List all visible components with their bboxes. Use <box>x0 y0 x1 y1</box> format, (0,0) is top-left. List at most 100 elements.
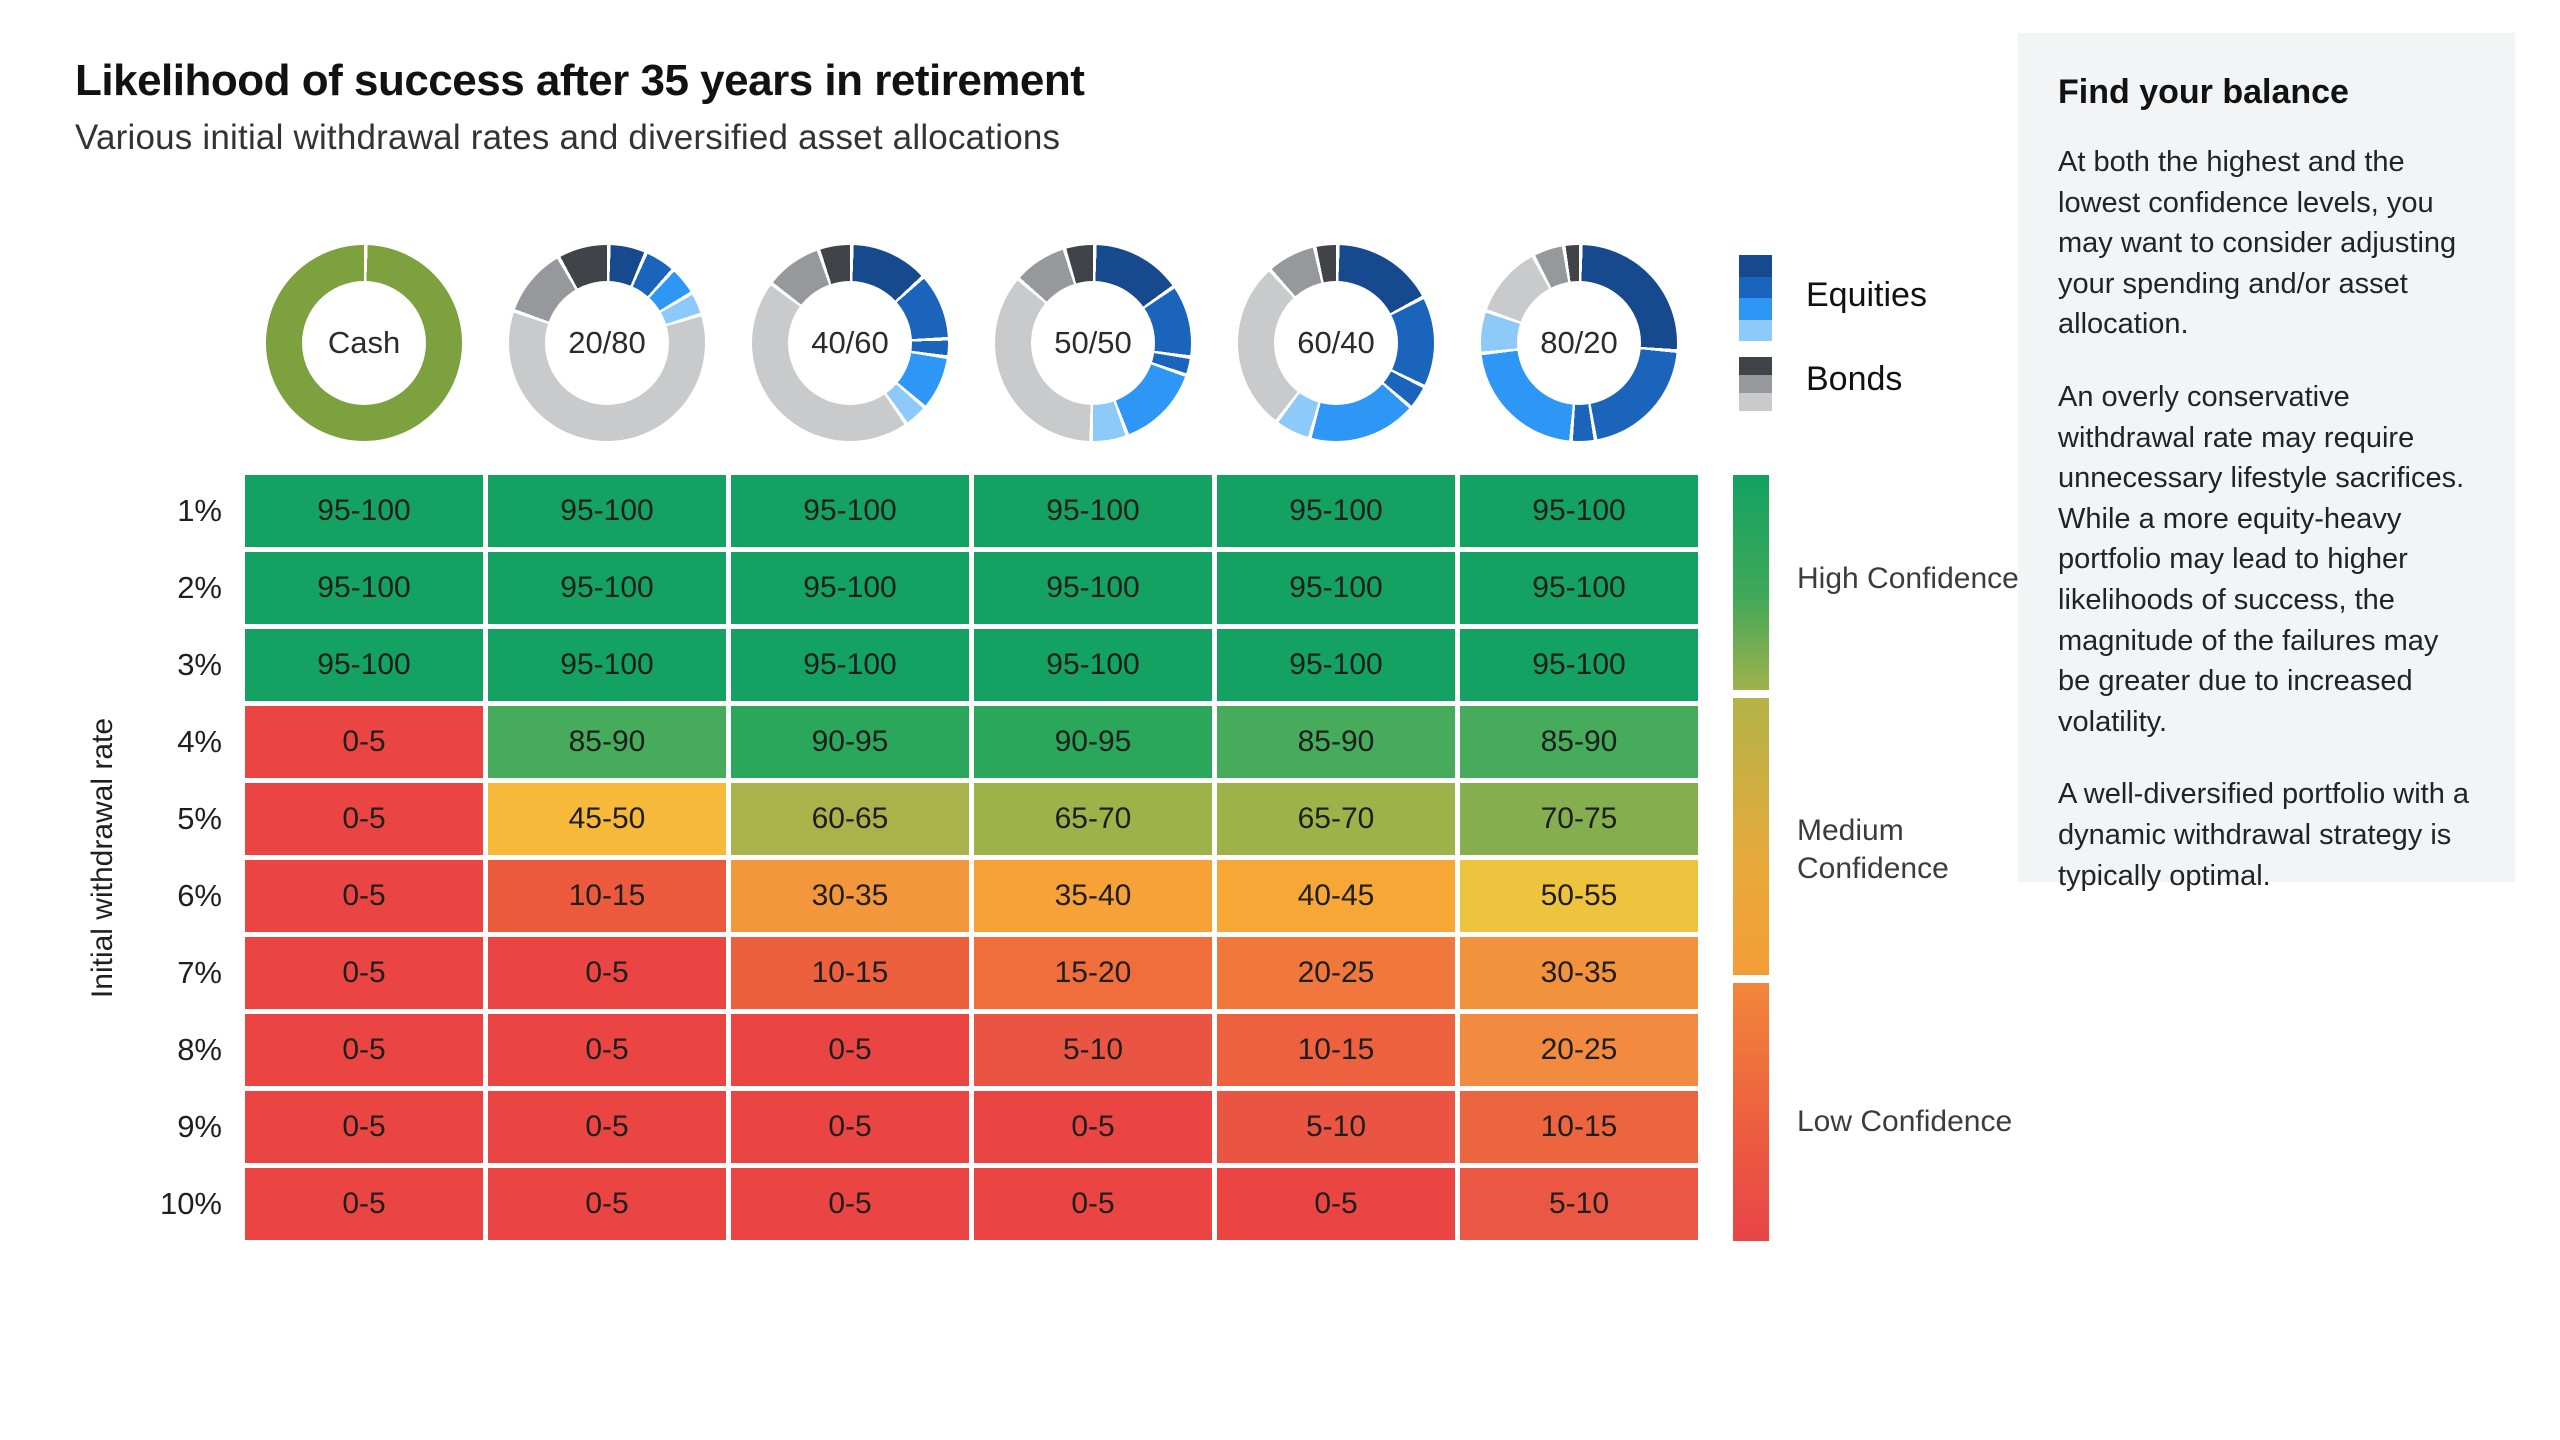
panel-paragraph: At both the highest and the lowest confi… <box>2058 146 2457 341</box>
heatmap-grid: 95-100 95-100 95-100 95-100 95-100 95-100 95-1… <box>245 475 1698 1240</box>
heatmap-cell: 0-5 <box>974 1091 1212 1163</box>
row-label: 6% <box>177 878 222 913</box>
heatmap-cell: 95-100 <box>1460 629 1698 701</box>
row-label: 9% <box>177 1109 222 1144</box>
heatmap-cell: 65-70 <box>1217 783 1455 855</box>
find-your-balance-panel: Find your balance At both the highest an… <box>2018 33 2515 892</box>
heatmap-cell: 10-15 <box>731 937 969 1009</box>
row-label: 10% <box>159 1186 222 1221</box>
heatmap-cell: 5-10 <box>974 1014 1212 1086</box>
heatmap-cell: 40-45 <box>1217 860 1455 932</box>
row-label: 8% <box>177 1032 222 1067</box>
heatmap-cell: 0-5 <box>731 1014 969 1086</box>
heatmap-cell: 0-5 <box>1217 1168 1455 1240</box>
heatmap-cell: 95-100 <box>488 475 726 547</box>
heatmap-cell: 60-65 <box>731 783 969 855</box>
bonds-legend-label: Bonds <box>1806 360 1903 398</box>
donut-hole: 20/80 <box>545 281 669 405</box>
confidence-label-low: Low Confidence <box>1797 1105 2013 1138</box>
confidence-label-high: High Confidence <box>1797 562 2019 595</box>
heatmap-cell: 50-55 <box>1460 860 1698 932</box>
heatmap-cell: 15-20 <box>974 937 1212 1009</box>
heatmap-cell: 0-5 <box>488 937 726 1009</box>
bonds-swatch <box>1739 357 1772 411</box>
heatmap-cell: 95-100 <box>731 629 969 701</box>
heatmap-cell: 70-75 <box>1460 783 1698 855</box>
heatmap-cell: 0-5 <box>245 937 483 1009</box>
heatmap-cell: 0-5 <box>245 860 483 932</box>
donut-hole: Cash <box>302 281 426 405</box>
panel-paragraph: An overly conservative withdrawal rate m… <box>2058 380 2465 738</box>
donut-hole: 40/60 <box>788 281 912 405</box>
donut-hole: 50/50 <box>1031 281 1155 405</box>
heatmap-cell: 0-5 <box>731 1091 969 1163</box>
allocation-donut-50-50: 50/50 <box>995 245 1191 441</box>
heatmap-cell: 0-5 <box>974 1168 1212 1240</box>
heatmap-cell: 95-100 <box>488 552 726 624</box>
confidence-label-medium: Medium Confidence <box>1797 814 1949 885</box>
heatmap-cell: 95-100 <box>245 629 483 701</box>
row-label: 4% <box>177 724 222 759</box>
heatmap-cell: 35-40 <box>974 860 1212 932</box>
heatmap-cell: 0-5 <box>731 1168 969 1240</box>
heatmap-cell: 95-100 <box>1217 629 1455 701</box>
row-label: 2% <box>177 570 222 605</box>
donut-label: 40/60 <box>811 325 889 360</box>
heatmap-cell: 5-10 <box>1460 1168 1698 1240</box>
heatmap-cell: 20-25 <box>1460 1014 1698 1086</box>
panel-title: Find your balance <box>2058 73 2349 111</box>
heatmap-cell: 10-15 <box>1460 1091 1698 1163</box>
donut-hole: 80/20 <box>1517 281 1641 405</box>
heatmap-cell: 20-25 <box>1217 937 1455 1009</box>
row-label: 7% <box>177 955 222 990</box>
heatmap-cell: 5-10 <box>1217 1091 1455 1163</box>
heatmap-cell: 95-100 <box>1217 475 1455 547</box>
heatmap-cell: 0-5 <box>245 783 483 855</box>
page-title: Likelihood of success after 35 years in … <box>75 56 1085 105</box>
heatmap-cell: 95-100 <box>1460 552 1698 624</box>
heatmap-cell: 10-15 <box>1217 1014 1455 1086</box>
page-subtitle: Various initial withdrawal rates and div… <box>75 118 1061 157</box>
heatmap-cell: 95-100 <box>245 475 483 547</box>
allocation-donut-60-40: 60/40 <box>1238 245 1434 441</box>
allocation-donut-40-60: 40/60 <box>752 245 948 441</box>
heatmap-cell: 10-15 <box>488 860 726 932</box>
heatmap-cell: 95-100 <box>974 475 1212 547</box>
heatmap-cell: 65-70 <box>974 783 1212 855</box>
donut-label: 20/80 <box>568 325 646 360</box>
equities-legend-label: Equities <box>1806 276 1927 314</box>
heatmap-cell: 95-100 <box>245 552 483 624</box>
row-labels: 1% 2% 3% 4% 5% 6% 7% 8% 9% 10% <box>0 475 222 1240</box>
heatmap-cell: 0-5 <box>488 1091 726 1163</box>
heatmap-cell: 95-100 <box>1460 475 1698 547</box>
row-label: 3% <box>177 647 222 682</box>
allocation-donut-20-80: 20/80 <box>509 245 705 441</box>
donut-label: 50/50 <box>1054 325 1132 360</box>
donut-hole: 60/40 <box>1274 281 1398 405</box>
heatmap-cell: 0-5 <box>245 1091 483 1163</box>
heatmap-cell: 0-5 <box>245 1168 483 1240</box>
heatmap-cell: 0-5 <box>245 1014 483 1086</box>
row-label: 5% <box>177 801 222 836</box>
equities-swatch <box>1739 255 1772 341</box>
allocation-donut-cash: Cash <box>266 245 462 441</box>
heatmap-cell: 0-5 <box>488 1014 726 1086</box>
confidence-bar-high <box>1733 475 1769 690</box>
heatmap-cell: 95-100 <box>974 552 1212 624</box>
heatmap-cell: 95-100 <box>731 552 969 624</box>
heatmap-cell: 85-90 <box>1460 706 1698 778</box>
heatmap-cell: 95-100 <box>974 629 1212 701</box>
donut-label: Cash <box>327 325 401 360</box>
allocation-donut-80-20: 80/20 <box>1481 245 1677 441</box>
heatmap-cell: 95-100 <box>1217 552 1455 624</box>
heatmap-cell: 0-5 <box>245 706 483 778</box>
heatmap-cell: 30-35 <box>731 860 969 932</box>
heatmap-cell: 0-5 <box>488 1168 726 1240</box>
heatmap-cell: 95-100 <box>731 475 969 547</box>
confidence-bar-low <box>1733 983 1769 1241</box>
heatmap-cell: 85-90 <box>1217 706 1455 778</box>
heatmap-cell: 90-95 <box>974 706 1212 778</box>
heatmap-cell: 45-50 <box>488 783 726 855</box>
row-label: 1% <box>177 493 222 528</box>
